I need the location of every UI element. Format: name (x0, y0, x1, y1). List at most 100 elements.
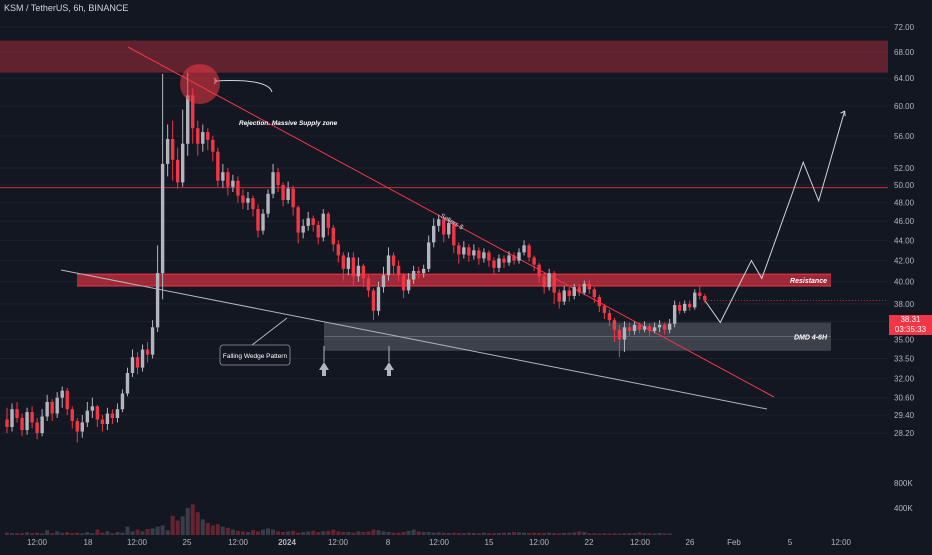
volume-bar (210, 525, 215, 535)
volume-bar (617, 533, 622, 535)
candle (577, 287, 581, 293)
volume-bar (276, 531, 281, 535)
candle (432, 225, 436, 243)
volume-tick-label: 800K (894, 479, 913, 488)
volume-bar (170, 515, 175, 535)
time-tick-label: Feb (727, 538, 741, 547)
candle (50, 401, 54, 414)
volume-bar (527, 532, 532, 535)
volume-bar (572, 532, 577, 535)
candle (216, 151, 220, 181)
wedge-label-box (219, 344, 291, 366)
candle (487, 252, 491, 261)
candle (642, 326, 647, 330)
volume-bar (185, 508, 190, 535)
candle (226, 172, 230, 187)
rejection-circle (180, 64, 220, 104)
candle (462, 247, 466, 255)
volume-bar (130, 531, 135, 535)
volume-bar (145, 529, 150, 535)
candle (80, 422, 84, 432)
resistance-zone-label: Resistance (790, 278, 827, 285)
candle (206, 132, 210, 140)
volume-bar (155, 526, 160, 535)
price-tick-label: 33.50 (894, 354, 915, 363)
candle (60, 390, 64, 398)
candle (125, 372, 130, 394)
price-tick-label: 40.00 (894, 278, 915, 287)
price-axis[interactable]: 72.00 68.00 64.00 60.00 56.00 52.00 50.00 48.00… (707, 23, 915, 513)
volume-bar (15, 533, 20, 535)
supply-zone (0, 40, 888, 73)
volume-bar (411, 529, 416, 535)
candle (406, 279, 411, 291)
volume-bar (351, 532, 356, 535)
candle (186, 95, 190, 144)
candle (693, 292, 697, 308)
volume-bar (376, 530, 381, 535)
symbol-title[interactable]: KSM / TetherUS, 6h, BINANCE (4, 3, 129, 13)
time-axis[interactable]: 12:00 18 12:00 25 12:00 2024 12:00 8 12:00 15 12:0… (27, 538, 852, 547)
volume-bar (391, 532, 396, 535)
candle (512, 255, 516, 261)
price-tick-label: 52.00 (894, 164, 915, 173)
candle (657, 324, 662, 328)
current-price-badge: 38.31 03:35:33 (889, 315, 932, 335)
volume-bar (366, 531, 371, 535)
volume-bar (25, 532, 30, 535)
volume-bar (627, 532, 632, 535)
volume-bar (271, 529, 276, 535)
volume-bar (291, 530, 296, 535)
price-countdown: 03:35:33 (894, 325, 927, 334)
volume-bar (486, 532, 491, 535)
trend-lines (0, 46, 888, 410)
time-tick-label: 5 (788, 538, 793, 547)
volume-bar (622, 533, 627, 535)
volume-bar (476, 533, 481, 535)
volume-bar (160, 525, 165, 535)
candle (65, 390, 69, 410)
volume-bar (406, 530, 411, 535)
volume-bar (507, 532, 511, 535)
price-tick-label: 64.00 (894, 74, 915, 83)
candle (371, 290, 376, 311)
candle (211, 139, 215, 152)
volume-bar (110, 533, 115, 535)
candle (562, 290, 566, 302)
price-tick-label: 35.00 (894, 336, 915, 345)
candle (271, 172, 275, 194)
candle (301, 225, 305, 233)
volume-bar (602, 533, 607, 535)
candle (145, 349, 150, 355)
candle (45, 401, 49, 417)
candle (386, 255, 391, 276)
time-tick-label: 12:00 (831, 538, 852, 547)
candle (331, 227, 335, 245)
candle (170, 139, 175, 160)
volume-bar (517, 532, 522, 535)
candle (100, 419, 105, 424)
candles-layer (5, 72, 707, 443)
candle (115, 409, 120, 419)
candle (532, 257, 536, 265)
candle (326, 213, 330, 228)
candle (542, 276, 546, 288)
volume-bar (577, 531, 582, 535)
candle (196, 128, 200, 144)
volume-bar (461, 533, 466, 535)
candle (90, 406, 95, 411)
time-tick-label: 12:00 (27, 538, 48, 547)
candle (30, 412, 34, 423)
candle (698, 292, 702, 296)
wedge-label: Falling Wedge Pattern (223, 353, 288, 360)
candle (231, 180, 235, 187)
volume-bar (431, 532, 436, 535)
candle (366, 278, 371, 291)
time-tick-label: 2024 (278, 538, 296, 547)
volume-bar (421, 532, 426, 535)
candle (276, 172, 280, 186)
candle (391, 255, 396, 266)
candle (437, 219, 441, 226)
